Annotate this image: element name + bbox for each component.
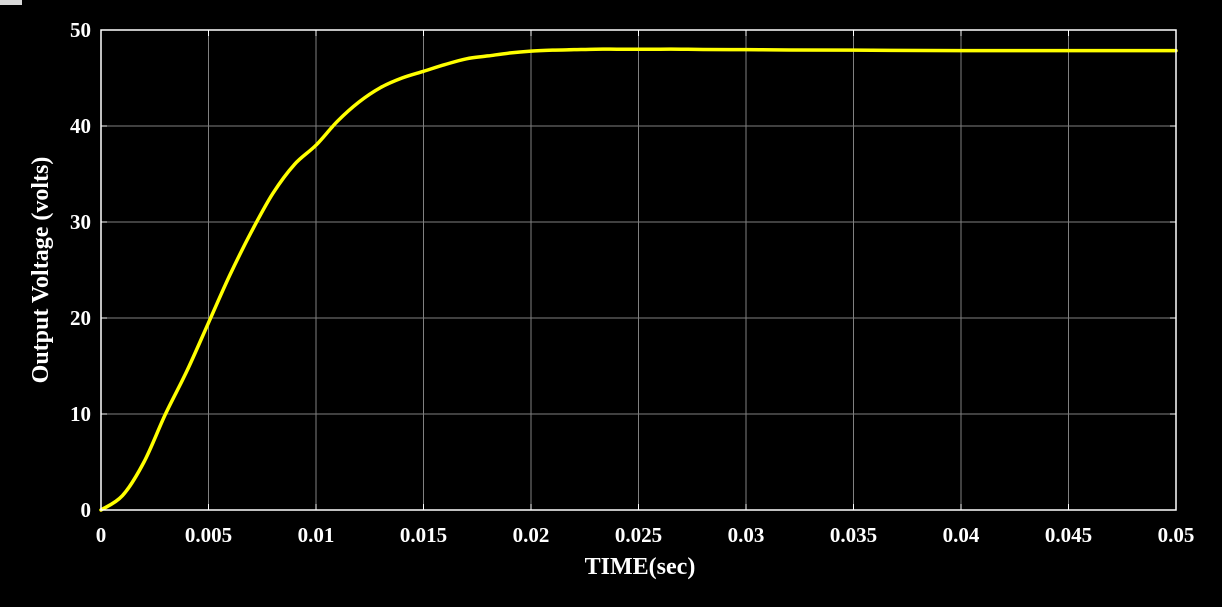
grid-layer <box>101 30 1176 510</box>
x-tick-label: 0.04 <box>943 523 980 547</box>
x-tick-label: 0.005 <box>185 523 232 547</box>
x-tick-label: 0 <box>96 523 107 547</box>
plot-frame <box>100 29 1177 511</box>
plot-border <box>100 29 1177 511</box>
series-layer <box>99 47 1178 512</box>
y-tick-label: 20 <box>70 306 91 330</box>
x-tick-label: 0.025 <box>615 523 662 547</box>
x-axis-title: TIME(sec) <box>585 554 696 580</box>
corner-mark <box>0 0 22 5</box>
tick-labels: 0 0.005 0.01 0.015 0.02 0.025 0.03 0.035 0.04 0.0… <box>70 18 1194 547</box>
x-tick-label: 0.045 <box>1045 523 1092 547</box>
x-tick-label: 0.02 <box>513 523 550 547</box>
x-tick-label: 0.01 <box>298 523 335 547</box>
y-axis-title: Output Voltage (volts) <box>28 157 54 384</box>
x-tick-label: 0.03 <box>728 523 765 547</box>
x-tick-label: 0.05 <box>1158 523 1195 547</box>
y-tick-label: 0 <box>81 498 92 522</box>
y-tick-label: 40 <box>70 114 91 138</box>
y-tick-label: 10 <box>70 402 91 426</box>
x-tick-label: 0.015 <box>400 523 447 547</box>
x-tick-label: 0.035 <box>830 523 877 547</box>
y-tick-label: 50 <box>70 18 91 42</box>
series-line <box>99 47 1178 512</box>
y-tick-label: 30 <box>70 210 91 234</box>
